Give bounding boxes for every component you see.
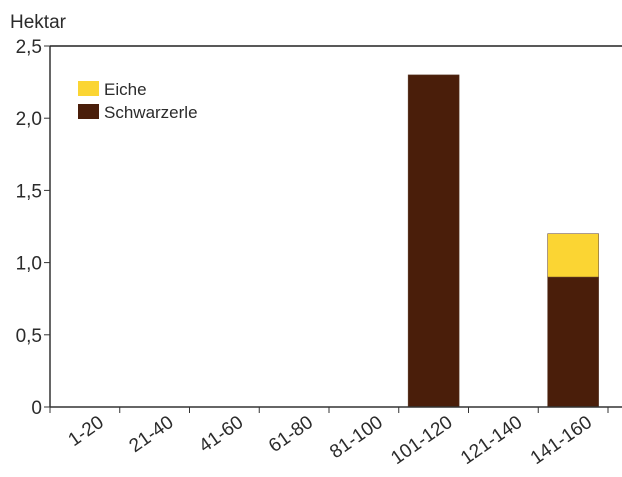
x-category-label: 141-160 bbox=[527, 412, 596, 469]
x-axis-category-labels: 1-20 21-40 41-60 61-80 81-100 101-120 121-140 1… bbox=[65, 412, 596, 469]
y-axis-ticks: 0 0,5 1,0 1,5 2,0 2,5 bbox=[16, 37, 50, 419]
x-category-label: 101-120 bbox=[387, 412, 456, 469]
bar-schwarzerle-141-160 bbox=[547, 276, 599, 408]
bar-schwarzerle-101-120 bbox=[407, 74, 460, 408]
x-category-label: 21-40 bbox=[126, 412, 178, 457]
axes bbox=[49, 45, 622, 413]
legend-swatch-eiche bbox=[78, 81, 99, 96]
y-tick-label: 0 bbox=[31, 398, 42, 419]
bar-eiche-141-160 bbox=[547, 233, 599, 278]
y-tick-label: 0,5 bbox=[16, 326, 42, 347]
y-tick-label: 2,5 bbox=[16, 37, 42, 58]
y-tick-label: 1,0 bbox=[16, 254, 42, 275]
x-category-label: 41-60 bbox=[195, 412, 247, 457]
x-category-label: 61-80 bbox=[265, 412, 317, 457]
x-category-label: 121-140 bbox=[457, 412, 526, 469]
y-tick-label: 2,0 bbox=[16, 109, 42, 130]
legend-swatch-schwarzerle bbox=[78, 104, 99, 119]
y-tick-label: 1,5 bbox=[16, 181, 42, 202]
bar-marks bbox=[407, 74, 599, 408]
x-category-label: 81-100 bbox=[326, 412, 387, 463]
legend-label-schwarzerle: Schwarzerle bbox=[104, 103, 198, 122]
legend-label-eiche: Eiche bbox=[104, 80, 147, 99]
x-category-label: 1-20 bbox=[65, 412, 108, 451]
legend: Eiche Schwarzerle bbox=[78, 80, 198, 122]
y-axis-unit-label: Hektar bbox=[10, 12, 67, 33]
